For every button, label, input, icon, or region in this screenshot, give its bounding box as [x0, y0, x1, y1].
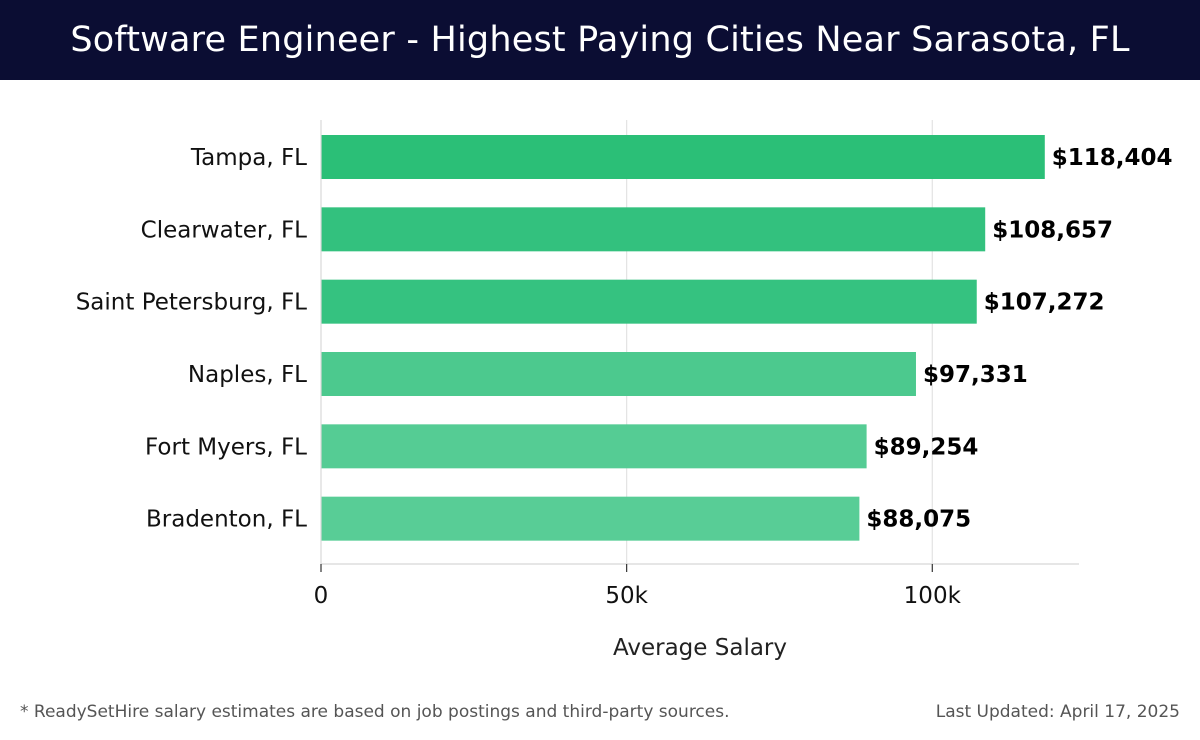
- tick-label: 50k: [605, 583, 648, 609]
- bar: [321, 279, 977, 324]
- category-label: Fort Myers, FL: [145, 434, 307, 460]
- value-label: $97,331: [923, 362, 1028, 388]
- value-label: $108,657: [992, 217, 1113, 243]
- tick-label: 100k: [904, 583, 962, 609]
- bar: [321, 496, 860, 541]
- axes: [320, 120, 1079, 565]
- chart-title: Software Engineer - Highest Paying Citie…: [70, 20, 1130, 60]
- chart-header: Software Engineer - Highest Paying Citie…: [0, 0, 1200, 80]
- footer-note: * ReadySetHire salary estimates are base…: [20, 702, 730, 722]
- value-label: $89,254: [874, 434, 979, 460]
- value-label: $107,272: [984, 290, 1105, 316]
- value-label: $118,404: [1052, 145, 1173, 171]
- category-label: Saint Petersburg, FL: [76, 290, 307, 316]
- category-label: Bradenton, FL: [146, 507, 307, 533]
- bars: [321, 135, 1045, 541]
- category-label: Clearwater, FL: [141, 217, 308, 243]
- last-updated: Last Updated: April 17, 2025: [935, 702, 1180, 722]
- bar-chart: Tampa, FL Clearwater, FL Saint Petersburg,…: [76, 120, 1173, 661]
- tick-label: 0: [314, 583, 329, 609]
- category-label: Tampa, FL: [190, 145, 307, 171]
- bar: [321, 135, 1045, 179]
- value-label: $88,075: [866, 507, 971, 533]
- bar: [321, 207, 986, 252]
- bar: [321, 424, 867, 469]
- bar: [321, 352, 916, 396]
- gridlines: [626, 120, 933, 564]
- category-labels: Tampa, FL Clearwater, FL Saint Petersburg,…: [76, 145, 307, 533]
- category-label: Naples, FL: [188, 362, 307, 388]
- x-axis-label: Average Salary: [613, 635, 787, 661]
- value-labels: $118,404 $108,657 $107,272 $97,331 $89,254 $8…: [866, 145, 1172, 533]
- x-tick-labels: 0 50k 100k: [314, 564, 962, 609]
